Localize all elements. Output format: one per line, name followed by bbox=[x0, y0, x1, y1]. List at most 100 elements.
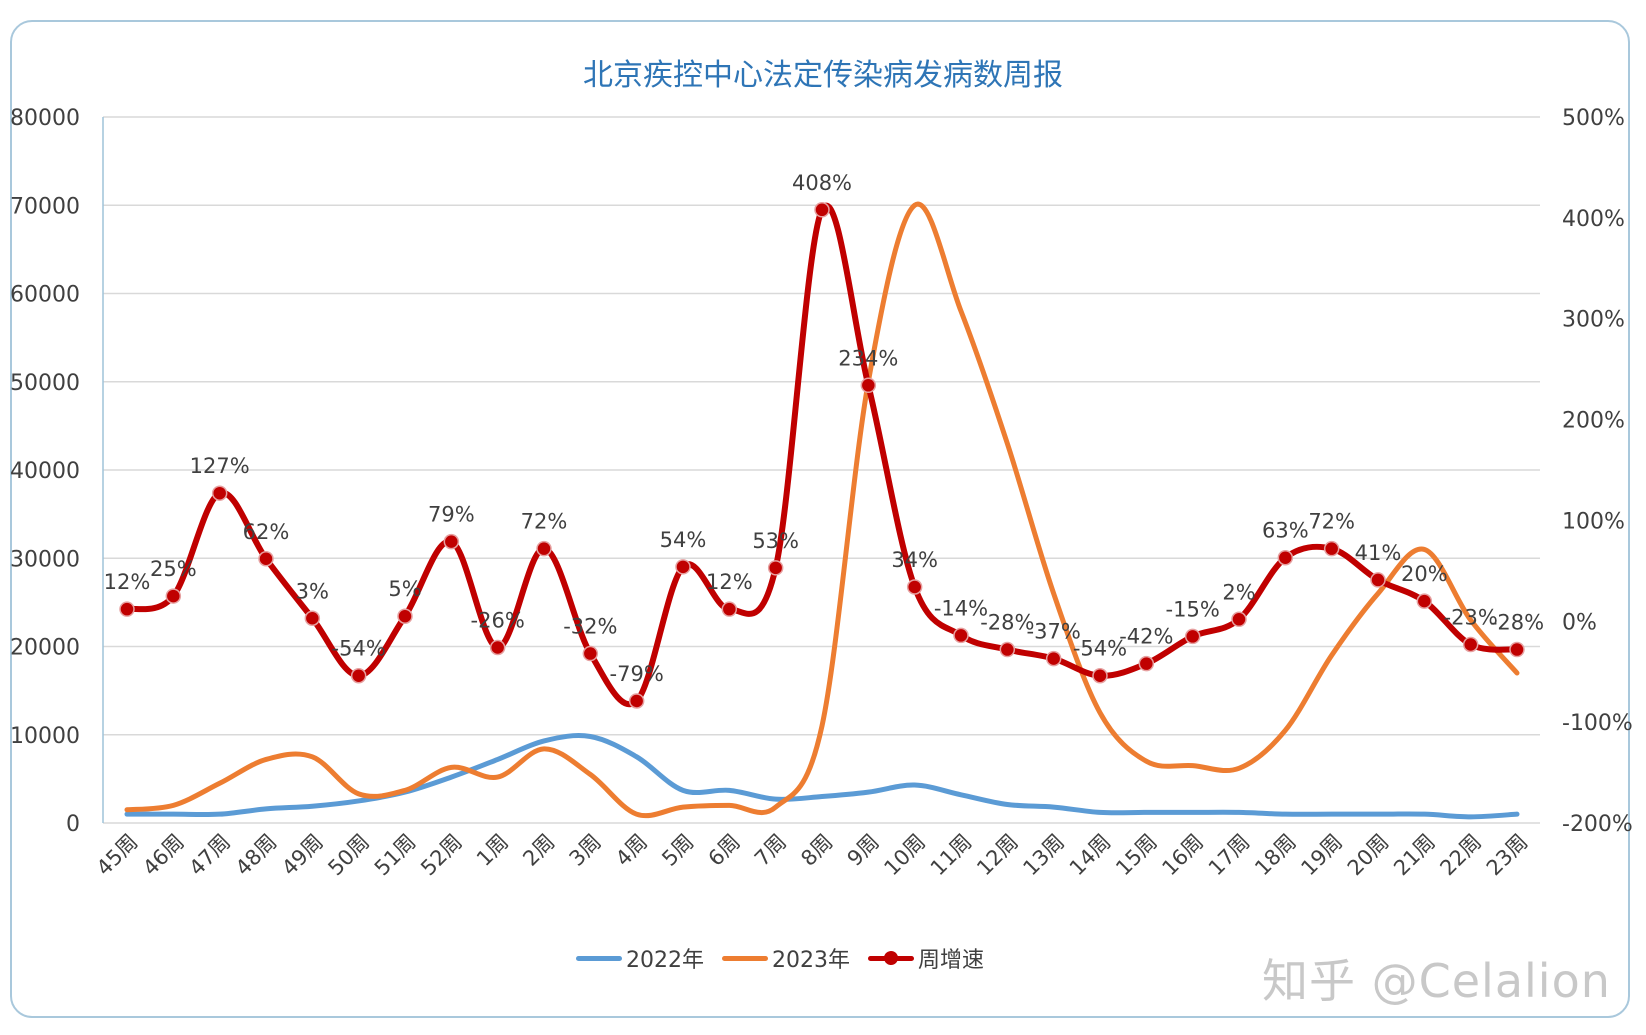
y-right-tick-label: 300% bbox=[1562, 308, 1625, 333]
legend-label: 2022年 bbox=[625, 948, 704, 973]
x-tick-label: 10周 bbox=[879, 830, 930, 881]
y-left-tick-label: 70000 bbox=[10, 194, 80, 219]
data-point bbox=[1092, 667, 1108, 684]
y-right-tick-label: 400% bbox=[1562, 207, 1625, 232]
data-label: 53% bbox=[752, 529, 799, 553]
legend-swatch bbox=[575, 955, 622, 961]
legend-label: 2023年 bbox=[771, 948, 850, 973]
y-left-tick-label: 0 bbox=[66, 812, 80, 837]
x-tick-label: 5周 bbox=[657, 830, 698, 871]
x-tick-label: 14周 bbox=[1065, 830, 1116, 881]
data-point bbox=[1184, 628, 1201, 645]
x-tick-label: 17周 bbox=[1204, 830, 1255, 881]
data-point bbox=[1370, 572, 1386, 588]
x-tick-label: 51周 bbox=[370, 830, 421, 881]
data-label: -28% bbox=[1490, 611, 1544, 635]
data-point bbox=[1277, 549, 1294, 566]
series-line-0 bbox=[124, 733, 1520, 820]
data-point bbox=[1045, 650, 1062, 667]
data-label: -15% bbox=[1166, 597, 1220, 621]
data-label: 54% bbox=[660, 528, 707, 552]
chart-card bbox=[10, 20, 1630, 1018]
x-tick-label: 23周 bbox=[1482, 830, 1533, 881]
data-point bbox=[397, 608, 413, 624]
data-point bbox=[953, 627, 969, 644]
data-label: 12% bbox=[706, 570, 753, 594]
legend-item-2023: 2023年 bbox=[721, 942, 850, 974]
data-label: 72% bbox=[1308, 510, 1355, 534]
data-label: 408% bbox=[792, 171, 852, 195]
data-label: 5% bbox=[388, 577, 421, 601]
data-point bbox=[304, 610, 321, 627]
legend: 2022年 2023年 周增速 bbox=[0, 942, 1560, 974]
data-point bbox=[443, 533, 460, 550]
legend-item-2022: 2022年 bbox=[575, 942, 704, 974]
x-tick-label: 49周 bbox=[277, 830, 328, 881]
y-left-tick-label: 40000 bbox=[10, 459, 80, 484]
y-right-tick-label: -100% bbox=[1562, 711, 1633, 736]
data-label: 25% bbox=[150, 557, 197, 581]
data-label: 3% bbox=[296, 579, 329, 603]
data-point bbox=[906, 579, 923, 595]
data-point bbox=[999, 641, 1016, 658]
x-tick-label: 15周 bbox=[1111, 830, 1162, 881]
data-point bbox=[628, 693, 645, 709]
data-label: -28% bbox=[980, 611, 1034, 635]
y-left-tick-label: 10000 bbox=[10, 724, 80, 749]
x-tick-label: 47周 bbox=[184, 830, 235, 881]
data-point bbox=[536, 540, 552, 557]
data-label: 34% bbox=[891, 548, 938, 572]
data-point bbox=[1462, 636, 1479, 653]
data-point bbox=[211, 485, 228, 501]
x-tick-label: 8周 bbox=[796, 830, 837, 871]
data-label: 79% bbox=[428, 503, 475, 527]
data-label: 62% bbox=[243, 520, 290, 544]
data-point bbox=[119, 601, 135, 617]
legend-item-growth: 周增速 bbox=[867, 942, 984, 974]
data-point bbox=[1416, 593, 1433, 609]
y-right-tick-label: 200% bbox=[1562, 409, 1625, 434]
x-tick-label: 50周 bbox=[323, 830, 374, 881]
x-tick-label: 48周 bbox=[231, 830, 282, 881]
data-point bbox=[721, 601, 738, 617]
data-label: -26% bbox=[471, 609, 525, 633]
data-label: -54% bbox=[332, 637, 386, 661]
x-tick-label: 20周 bbox=[1343, 830, 1394, 881]
y-left-tick-label: 50000 bbox=[10, 371, 80, 396]
y-left-tick-label: 20000 bbox=[10, 636, 80, 661]
y-right-tick-label: 100% bbox=[1562, 509, 1625, 534]
x-tick-label: 46周 bbox=[138, 830, 189, 881]
data-point bbox=[489, 639, 506, 656]
data-label: -32% bbox=[563, 615, 617, 639]
data-point bbox=[1138, 655, 1155, 672]
x-tick-label: 52周 bbox=[416, 830, 467, 881]
data-label: 63% bbox=[1262, 519, 1309, 543]
x-tick-label: 1周 bbox=[472, 830, 513, 871]
data-point bbox=[582, 645, 599, 662]
x-tick-label: 11周 bbox=[926, 830, 977, 881]
y-right-tick-label: 500% bbox=[1562, 106, 1625, 131]
x-tick-label: 22周 bbox=[1435, 830, 1486, 881]
x-tick-label: 6周 bbox=[704, 830, 745, 871]
x-tick-label: 7周 bbox=[750, 830, 791, 871]
series-line-2 bbox=[124, 203, 1520, 708]
data-label: 41% bbox=[1355, 541, 1402, 565]
data-point bbox=[258, 551, 274, 567]
data-label: 72% bbox=[521, 510, 568, 534]
y-left-tick-label: 30000 bbox=[10, 547, 80, 572]
x-tick-label: 18周 bbox=[1250, 830, 1301, 881]
data-label: -23% bbox=[1444, 605, 1498, 629]
x-tick-label: 16周 bbox=[1157, 830, 1208, 881]
data-label: -37% bbox=[1027, 620, 1081, 644]
data-point bbox=[350, 667, 367, 684]
x-tick-label: 19周 bbox=[1296, 830, 1347, 881]
data-label: 2% bbox=[1222, 580, 1255, 604]
watermark: 知乎 @Celalion bbox=[1262, 954, 1611, 1008]
data-point bbox=[814, 202, 830, 218]
data-point bbox=[860, 377, 877, 394]
data-label: -14% bbox=[934, 596, 988, 620]
y-left-tick-label: 80000 bbox=[10, 106, 80, 131]
x-tick-label: 45周 bbox=[92, 830, 143, 881]
y-right-tick-label: 0% bbox=[1562, 610, 1597, 635]
x-tick-label: 21周 bbox=[1389, 830, 1440, 881]
